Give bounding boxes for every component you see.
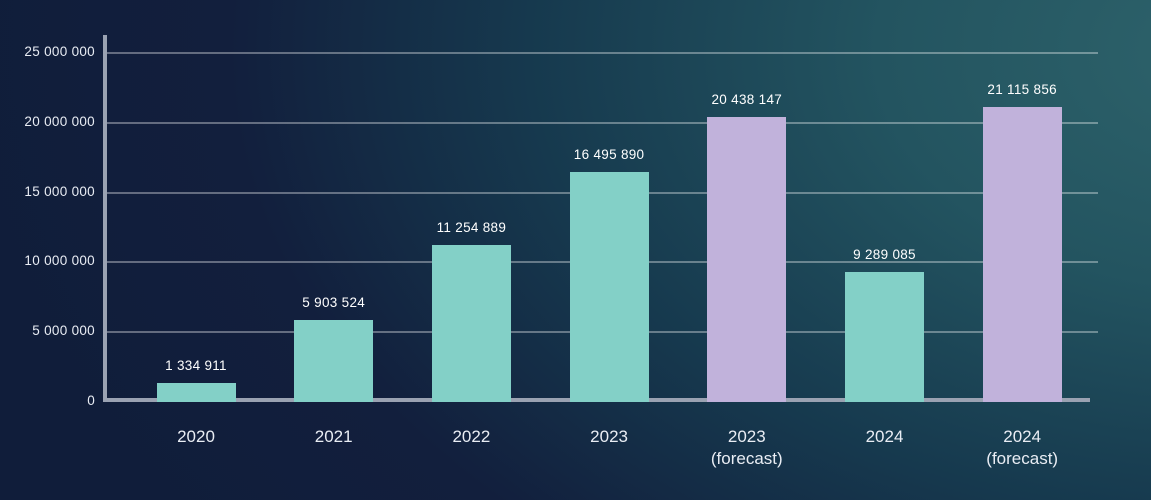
bar-2024-forecast xyxy=(982,107,1062,402)
x-axis-category-label: 2022 xyxy=(396,426,546,448)
bar-2021 xyxy=(294,319,374,402)
category-forecast-qualifier: (forecast) xyxy=(710,449,783,468)
category-year: 2024 xyxy=(865,427,904,446)
bar-2020 xyxy=(156,383,236,402)
bar-2022 xyxy=(431,244,511,402)
x-axis-category-label: 2023 (forecast) xyxy=(672,426,822,470)
gridline xyxy=(107,121,1098,124)
x-axis-category-label: 2021 xyxy=(259,426,409,448)
y-axis-tick-label: 10 000 000 xyxy=(24,253,95,269)
bar-value-label: 21 115 856 xyxy=(987,82,1057,98)
category-year: 2024 xyxy=(1003,427,1042,446)
category-year: 2020 xyxy=(177,427,215,446)
category-year: 2021 xyxy=(314,427,353,446)
y-axis-tick-label: 0 xyxy=(87,393,95,408)
category-forecast-qualifier: (forecast) xyxy=(986,449,1059,468)
bar-2023-forecast xyxy=(707,116,787,402)
y-axis-line xyxy=(103,35,107,402)
bar-value-label: 11 254 889 xyxy=(436,219,507,235)
x-axis-category-label: 2024 (forecast) xyxy=(947,426,1097,470)
category-year: 2023 xyxy=(727,427,766,446)
bar-2023 xyxy=(569,171,649,402)
bar-value-label: 20 438 147 xyxy=(711,91,783,107)
y-axis-tick-label: 15 000 000 xyxy=(24,183,95,199)
gridline xyxy=(107,52,1098,54)
bar-value-label: 9 289 085 xyxy=(853,247,916,263)
bar-value-label: 1 334 911 xyxy=(165,358,227,374)
bar-value-label: 5 903 524 xyxy=(302,294,366,310)
x-axis-category-label: 2024 xyxy=(810,426,960,448)
y-axis-tick-label: 25 000 000 xyxy=(24,44,95,59)
x-axis-category-label: 2020 xyxy=(121,426,271,448)
y-axis-tick-label: 5 000 000 xyxy=(32,323,95,339)
y-axis-tick-label: 20 000 000 xyxy=(24,113,95,129)
bar-2024 xyxy=(845,272,924,402)
x-axis-category-label: 2023 xyxy=(534,426,684,448)
bar-value-label: 16 495 890 xyxy=(573,146,645,162)
category-year: 2022 xyxy=(452,427,491,446)
category-year: 2023 xyxy=(590,427,628,446)
